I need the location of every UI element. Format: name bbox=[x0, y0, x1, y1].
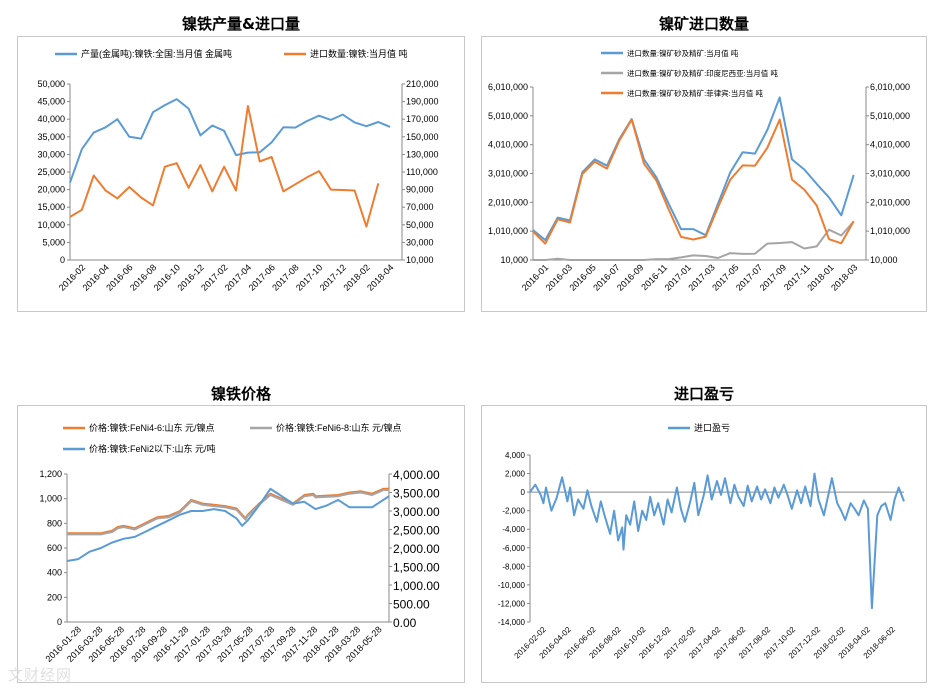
y-tick-label: 800 bbox=[47, 518, 62, 528]
y2-tick-label: 90,000 bbox=[406, 185, 434, 195]
y-tick-label: 50,000 bbox=[37, 79, 65, 89]
legend-label: 进口数量:镍铁:当月值 吨 bbox=[310, 48, 408, 59]
y-tick-label: 10,000 bbox=[37, 220, 65, 230]
y2-tick-label: 50,000 bbox=[406, 220, 434, 230]
y-tick-label: -2,000 bbox=[502, 507, 525, 516]
y-tick-label: 25,000 bbox=[37, 167, 65, 177]
y2-tick-label: 2,500.00 bbox=[393, 524, 440, 538]
y2-tick-label: 4,010,000 bbox=[870, 140, 910, 150]
y-tick-label: -14,000 bbox=[498, 618, 526, 627]
y-tick-label: 30,000 bbox=[37, 149, 65, 159]
legend-label: 进口数量:镍矿砂及精矿:印度尼西亚:当月值 吨 bbox=[627, 68, 778, 78]
series-line bbox=[533, 220, 855, 261]
series-line bbox=[69, 98, 391, 183]
legend-label: 进口数量:镍矿砂及精矿:菲律宾:当月值 吨 bbox=[627, 88, 763, 98]
legend-label: 价格:镍铁:FeNi2以下:山东 元/吨 bbox=[89, 443, 216, 454]
y-tick-label: 10,000 bbox=[500, 255, 528, 265]
y-tick-label: 15,000 bbox=[37, 202, 65, 212]
y-tick-label: 2,010,000 bbox=[488, 197, 528, 207]
y2-tick-label: 130,000 bbox=[406, 149, 439, 159]
x-tick-label: 2018-03 bbox=[829, 262, 859, 292]
series-line bbox=[532, 118, 855, 245]
y-tick-label: 20,000 bbox=[37, 185, 65, 195]
legend-label: 进口数量:镍矿砂及精矿:当月值 吨 bbox=[627, 48, 739, 58]
chart-title: 镍铁价格 bbox=[210, 385, 271, 403]
y-tick-label: -12,000 bbox=[498, 599, 526, 608]
y2-tick-label: 110,000 bbox=[406, 167, 438, 177]
y-tick-label: 0 bbox=[57, 617, 62, 627]
y-tick-label: 35,000 bbox=[37, 132, 65, 142]
y2-tick-label: 1,000.00 bbox=[393, 579, 440, 593]
y2-tick-label: 170,000 bbox=[406, 114, 439, 124]
legend-label: 产量(金属吨):镍铁:全国:当月值 金属吨 bbox=[81, 48, 232, 59]
chart-frame bbox=[481, 36, 927, 312]
y-tick-label: 40,000 bbox=[37, 114, 65, 124]
y2-tick-label: 70,000 bbox=[406, 202, 434, 212]
watermark-text: 文财经网 bbox=[8, 666, 73, 684]
y-tick-label: 0 bbox=[60, 255, 65, 265]
y-tick-label: 4,010,000 bbox=[488, 140, 528, 150]
legend-label: 价格:镍铁:FeNi6-8:山东 元/镍点 bbox=[276, 422, 402, 433]
y2-tick-label: 4,000.00 bbox=[393, 468, 440, 482]
y-tick-label: 45,000 bbox=[37, 97, 65, 107]
y-tick-label: 4,000 bbox=[505, 451, 526, 460]
legend-label: 价格:镍铁:FeNi4-6:山东 元/镍点 bbox=[89, 422, 215, 433]
series-line bbox=[66, 487, 390, 562]
y2-tick-label: 2,010,000 bbox=[870, 197, 910, 207]
x-tick-label: 2018-04 bbox=[365, 262, 395, 292]
y-tick-label: 0 bbox=[521, 488, 526, 497]
chart-title: 镍矿进口数量 bbox=[658, 15, 749, 33]
y-tick-label: 1,000 bbox=[39, 494, 62, 504]
y2-tick-label: 1,010,000 bbox=[870, 226, 910, 236]
y2-tick-label: 0.00 bbox=[393, 616, 417, 630]
y-tick-label: -10,000 bbox=[498, 581, 526, 590]
y2-tick-label: 2,000.00 bbox=[393, 542, 440, 556]
chart-frame bbox=[17, 405, 465, 683]
y2-tick-label: 30,000 bbox=[406, 237, 434, 247]
chart-frame bbox=[17, 36, 465, 312]
y-tick-label: -4,000 bbox=[502, 525, 525, 534]
y-tick-label: 2,000 bbox=[505, 470, 526, 479]
y-tick-label: 3,010,000 bbox=[488, 169, 528, 179]
series-line bbox=[69, 105, 380, 228]
y2-tick-label: 190,000 bbox=[406, 97, 439, 107]
chart-title: 进口盈亏 bbox=[673, 385, 734, 403]
y-tick-label: -8,000 bbox=[502, 562, 525, 571]
y2-tick-label: 10,000 bbox=[870, 255, 898, 265]
legend-label: 进口盈亏 bbox=[694, 423, 730, 433]
y2-tick-label: 3,500.00 bbox=[393, 487, 440, 501]
series-line bbox=[532, 96, 855, 242]
y-tick-label: 6,010,000 bbox=[488, 82, 528, 92]
y2-tick-label: 5,010,000 bbox=[870, 111, 910, 121]
chart-title: 镍铁产量&进口量 bbox=[181, 15, 301, 33]
y2-tick-label: 500.00 bbox=[393, 598, 430, 612]
y2-tick-label: 3,010,000 bbox=[870, 169, 910, 179]
y-tick-label: 1,200 bbox=[39, 469, 62, 479]
y2-tick-label: 6,010,000 bbox=[870, 82, 910, 92]
series-line bbox=[67, 489, 389, 536]
y-tick-label: 5,000 bbox=[42, 237, 65, 247]
y-tick-label: -6,000 bbox=[502, 544, 525, 553]
y2-tick-label: 210,000 bbox=[406, 79, 439, 89]
y2-tick-label: 3,000.00 bbox=[393, 505, 440, 519]
y-tick-label: 1,010,000 bbox=[488, 226, 528, 236]
y-tick-label: 5,010,000 bbox=[488, 111, 528, 121]
y-tick-label: 200 bbox=[47, 592, 62, 602]
y-tick-label: 600 bbox=[47, 543, 62, 553]
y-tick-label: 400 bbox=[47, 568, 62, 578]
y2-tick-label: 150,000 bbox=[406, 132, 439, 142]
series-line bbox=[529, 472, 905, 610]
y2-tick-label: 1,500.00 bbox=[393, 561, 440, 575]
y2-tick-label: 10,000 bbox=[406, 255, 434, 265]
chart-frame bbox=[481, 405, 927, 683]
